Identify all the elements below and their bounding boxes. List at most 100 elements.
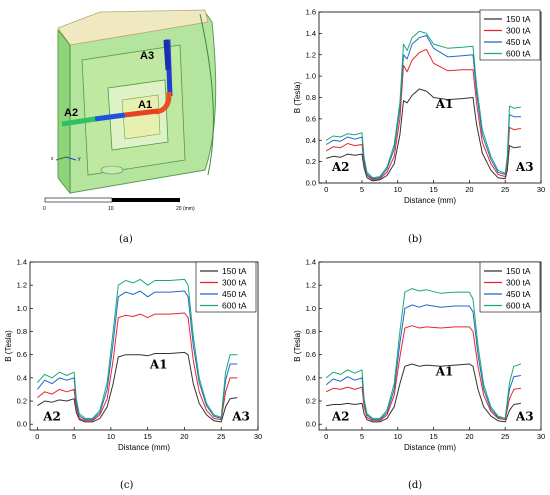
x-tick-label-c: 30 [254, 432, 262, 441]
series-line-b [326, 88, 521, 182]
series-line-b [325, 30, 521, 179]
y-tick-label-c: 1.2 [17, 281, 27, 290]
x-tick-label-d: 10 [394, 432, 402, 441]
y-tick-label-d: 1.2 [306, 281, 316, 290]
axis-x-label: x [51, 156, 54, 162]
legend-entry-d: 150 tA [506, 266, 531, 276]
shell-left [57, 28, 71, 195]
legend-entry-b: 300 tA [506, 26, 531, 36]
x-axis-label-d: Distance (mm) [404, 443, 456, 452]
y-tick-label-b: 0.0 [306, 179, 316, 188]
x-tick-label-d: 0 [324, 432, 328, 441]
axis-y-label: y [78, 156, 81, 162]
axis-x-arrow [55, 156, 67, 161]
x-tick-label-c: 15 [144, 432, 152, 441]
legend-box-b [479, 9, 541, 61]
measure-path-horizontal-mid [94, 112, 126, 122]
legend-entry-c: 600 tA [222, 301, 247, 311]
y-tick-label-b: 1.6 [306, 8, 316, 17]
y-tick-label-c: 0.8 [17, 327, 27, 336]
y-tick-label-d: 0.8 [306, 327, 316, 336]
y-axis-label-b: B (Tesla) [293, 81, 302, 113]
y-tick-label-c: 1.4 [17, 258, 27, 267]
shell-rim [199, 13, 214, 176]
region-label-b: A1 [435, 97, 454, 111]
series-line-c [37, 351, 238, 423]
region-label-d: A3 [515, 410, 534, 424]
legend-entry-d: 450 tA [506, 289, 531, 299]
legend-box-c [195, 261, 257, 313]
series-line-c [37, 290, 238, 421]
chart-b: 0 5 10 15 20 25 30 0.0 0.2 0.4 0.6 0.8 1.0 1.2 1.4 1.6 D… [293, 8, 545, 246]
series-line-d [325, 325, 521, 422]
y-tick-label-b: 1.0 [306, 72, 316, 81]
x-tick-label-b: 15 [429, 185, 437, 194]
y-tick-label-d: 0.0 [306, 420, 316, 429]
y-tick-label-d: 1.4 [306, 258, 316, 267]
measure-path-horizontal-end [124, 108, 159, 118]
chart-c: 0 5 10 15 20 25 30 0.0 0.2 0.4 0.6 0.8 1.0 1.2 1.4 Dist… [4, 258, 262, 492]
x-tick-label-b: 0 [324, 185, 328, 194]
x-tick-label-d: 15 [429, 432, 437, 441]
series-line-d [325, 288, 522, 419]
scale-label-20: 20 (mm) [176, 206, 195, 212]
x-tick-label-b: 30 [537, 185, 545, 194]
x-tick-label-c: 0 [35, 432, 39, 441]
series-line-c [37, 312, 238, 422]
model-label-a3: A3 [140, 50, 154, 62]
plot-frame-d [318, 261, 542, 431]
scale-label-0: 0 [43, 206, 46, 212]
x-tick-label-c: 10 [107, 432, 115, 441]
y-tick-label-b: 0.8 [306, 93, 316, 102]
y-tick-label-b: 1.2 [306, 50, 316, 59]
series-line-b [325, 48, 521, 181]
model-label-a2: A2 [64, 107, 78, 119]
region-label-d: A1 [435, 365, 454, 379]
legend-entry-c: 300 tA [222, 278, 247, 288]
y-tick-label-c: 0.4 [17, 373, 27, 382]
region-label-d: A2 [331, 410, 350, 424]
measure-path-vertical-top [163, 39, 171, 71]
x-tick-label-b: 5 [360, 185, 364, 194]
x-tick-label-c: 20 [180, 432, 188, 441]
caption-d: (d) [408, 480, 422, 491]
inner-core [121, 94, 161, 140]
x-tick-label-c: 5 [72, 432, 76, 441]
measure-path-corner [155, 91, 172, 115]
y-tick-label-c: 0.6 [17, 350, 27, 359]
x-tick-label-b: 20 [465, 185, 473, 194]
axis-y-arrow [65, 156, 77, 161]
region-label-b: A3 [515, 160, 534, 174]
y-tick-label-b: 0.6 [306, 114, 316, 123]
scale-label-10: 10 [108, 206, 114, 212]
y-tick-label-b: 0.4 [306, 136, 316, 145]
x-tick-label-c: 25 [217, 432, 225, 441]
x-tick-label-d: 20 [465, 432, 473, 441]
y-tick-label-d: 0.4 [306, 373, 316, 382]
legend-box-d [479, 261, 541, 313]
region-label-c: A2 [42, 410, 61, 424]
legend-entry-b: 450 tA [506, 37, 531, 47]
region-label-b: A2 [331, 160, 350, 174]
caption-a: (a) [119, 234, 133, 245]
model-label-a1: A1 [138, 99, 152, 111]
y-tick-label-c: 0.2 [17, 397, 27, 406]
legend-entry-c: 450 tA [222, 289, 247, 299]
x-tick-label-b: 10 [394, 185, 402, 194]
x-tick-label-d: 25 [501, 432, 509, 441]
y-axis-label-d: B (Tesla) [293, 330, 302, 362]
y-axis-label-c: B (Tesla) [4, 330, 13, 362]
region-label-c: A3 [231, 410, 250, 424]
legend-entry-b: 150 tA [506, 14, 531, 24]
base-cylinder [100, 165, 124, 175]
legend-entry-d: 600 tA [506, 301, 531, 311]
chart-d: 0 5 10 15 20 25 30 0.0 0.2 0.4 0.6 0.8 1.0 1.2 1.4 Dist… [293, 258, 545, 492]
x-tick-label-d: 30 [537, 432, 545, 441]
y-tick-label-d: 0.2 [306, 397, 316, 406]
scale-bar-white [44, 197, 113, 203]
measure-path-horizontal [61, 116, 96, 127]
y-tick-label-c: 1.0 [17, 304, 27, 313]
x-axis-label-c: Distance (mm) [118, 443, 170, 452]
legend-entry-b: 600 tA [506, 49, 531, 59]
